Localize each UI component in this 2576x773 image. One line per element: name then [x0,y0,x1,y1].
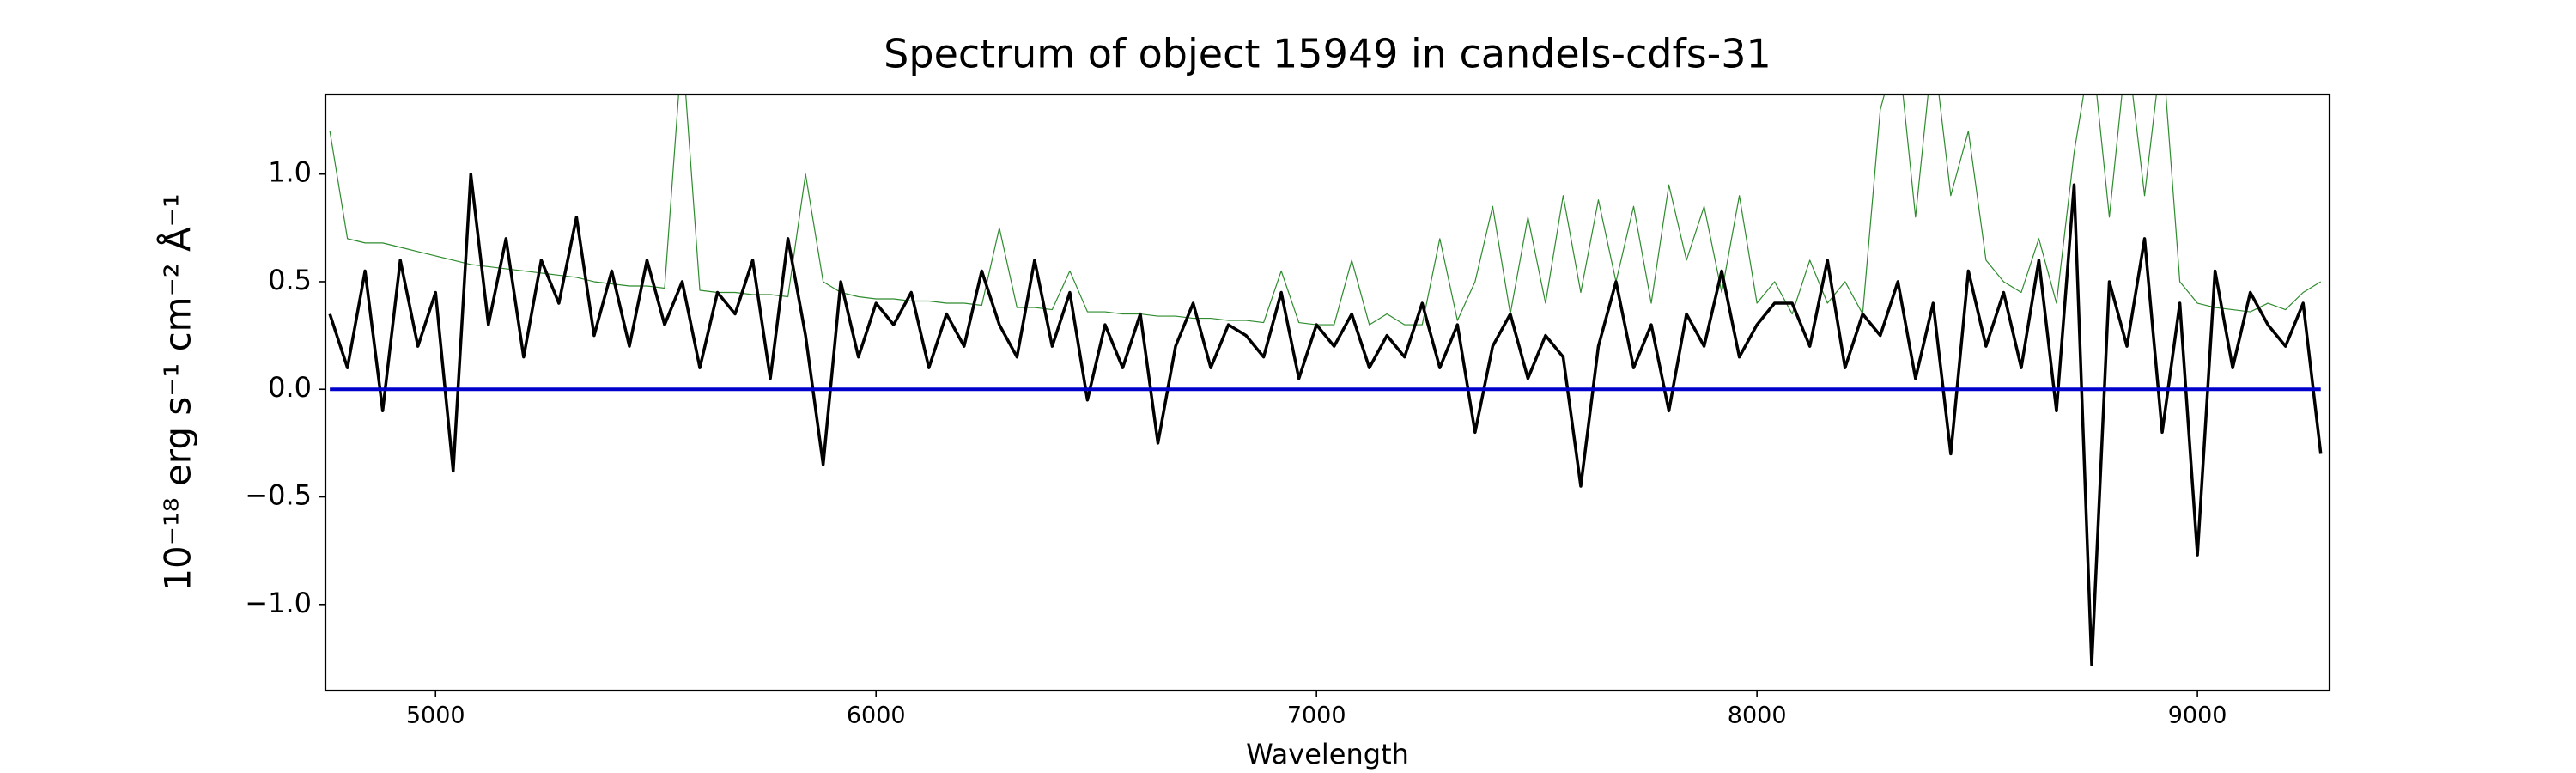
x-tick-label: 6000 [847,703,906,729]
x-tick-label: 9000 [2168,703,2227,729]
x-tick-label: 7000 [1287,703,1346,729]
y-tick-label: −1.0 [245,587,312,619]
x-tick-label: 5000 [406,703,465,729]
plot-lines [328,94,2323,666]
x-axis-label: Wavelength [1246,738,1409,770]
y-tick-label: −0.5 [245,479,312,512]
spectrum-line [329,94,2322,326]
y-tick-label: 0.0 [268,371,312,404]
chart-title: Spectrum of object 15949 in candels-cdfs… [884,31,1771,77]
plot-frame [324,93,2331,692]
spectrum-line [328,172,2323,666]
y-tick-label: 1.0 [268,156,312,189]
y-axis-label: 10⁻¹⁸ erg s⁻¹ cm⁻² Å⁻¹ [156,193,199,591]
x-tick-label: 8000 [1728,703,1787,729]
y-tick-label: 0.5 [268,264,312,296]
